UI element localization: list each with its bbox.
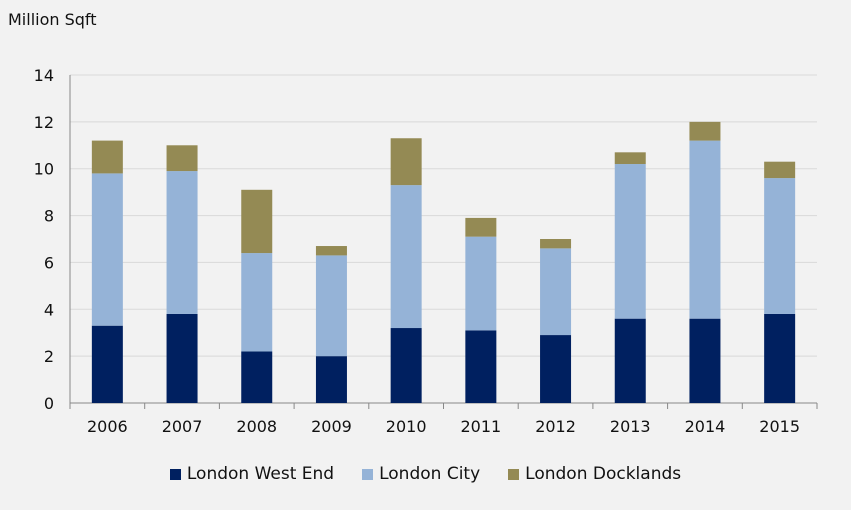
- bar-segment: [166, 145, 198, 172]
- legend: London West End London City London Docklan…: [0, 464, 851, 484]
- x-tick-label: 2009: [311, 417, 352, 436]
- y-tick-label: 12: [34, 113, 54, 132]
- bar-segment: [91, 325, 123, 403]
- x-tick-label: 2008: [236, 417, 277, 436]
- bar-segment: [91, 140, 123, 174]
- bar-segment: [465, 217, 497, 237]
- legend-swatch: [169, 468, 181, 480]
- bar-segment: [390, 328, 422, 403]
- bar-segment: [540, 335, 572, 403]
- bar-segment: [614, 152, 646, 165]
- bar-segment: [540, 239, 572, 249]
- bar-segment: [689, 121, 721, 141]
- bar-segment: [315, 246, 347, 256]
- bar-segment: [764, 313, 796, 403]
- stacked-bar-chart: 0 2 4 6 8 10 12 14 2006 2007 2008 2009 2010 2011 2012 2…: [34, 66, 818, 436]
- y-axis-label: Million Sqft: [8, 10, 97, 29]
- x-tick-label: 2013: [610, 417, 651, 436]
- y-tick-label: 0: [44, 394, 54, 413]
- x-tick-label: 2010: [386, 417, 427, 436]
- bar-segment: [614, 318, 646, 403]
- bar-segment: [91, 173, 123, 326]
- bar-segment: [764, 178, 796, 314]
- y-tick-label: 6: [44, 253, 54, 272]
- bar-segment: [241, 253, 273, 352]
- bar-segment: [465, 330, 497, 403]
- bar-segment: [241, 189, 273, 254]
- x-tick-label: 2014: [685, 417, 726, 436]
- bar-segment: [390, 138, 422, 186]
- x-tick-label: 2012: [535, 417, 576, 436]
- x-tick-label: 2015: [759, 417, 800, 436]
- legend-item: London City: [362, 464, 480, 484]
- legend-item: London West End: [169, 464, 335, 484]
- bar-segment: [689, 318, 721, 403]
- x-tick-label: 2006: [87, 417, 128, 436]
- legend-swatch: [362, 468, 374, 480]
- y-tick-label: 14: [34, 66, 54, 85]
- x-tick-label: 2011: [460, 417, 501, 436]
- y-tick-label: 8: [44, 207, 54, 226]
- bar-segment: [315, 356, 347, 403]
- bar-segment: [241, 351, 273, 403]
- bar-segment: [540, 248, 572, 336]
- bar-segment: [764, 161, 796, 179]
- legend-label: London West End: [186, 464, 335, 484]
- y-tick-label: 2: [44, 347, 54, 366]
- legend-label: London Docklands: [525, 464, 682, 484]
- legend-label: London City: [379, 464, 481, 484]
- bar-segment: [166, 313, 198, 403]
- legend-swatch: [508, 468, 520, 480]
- legend-item: London Docklands: [508, 464, 681, 484]
- bar-segment: [166, 171, 198, 314]
- bar-segment: [689, 140, 721, 319]
- x-tick-label: 2007: [162, 417, 203, 436]
- bar-segment: [390, 185, 422, 329]
- y-tick-label: 4: [44, 300, 54, 319]
- bar-segment: [315, 255, 347, 357]
- bar-segment: [614, 164, 646, 319]
- bar-segment: [465, 236, 497, 331]
- y-tick-label: 10: [34, 160, 54, 179]
